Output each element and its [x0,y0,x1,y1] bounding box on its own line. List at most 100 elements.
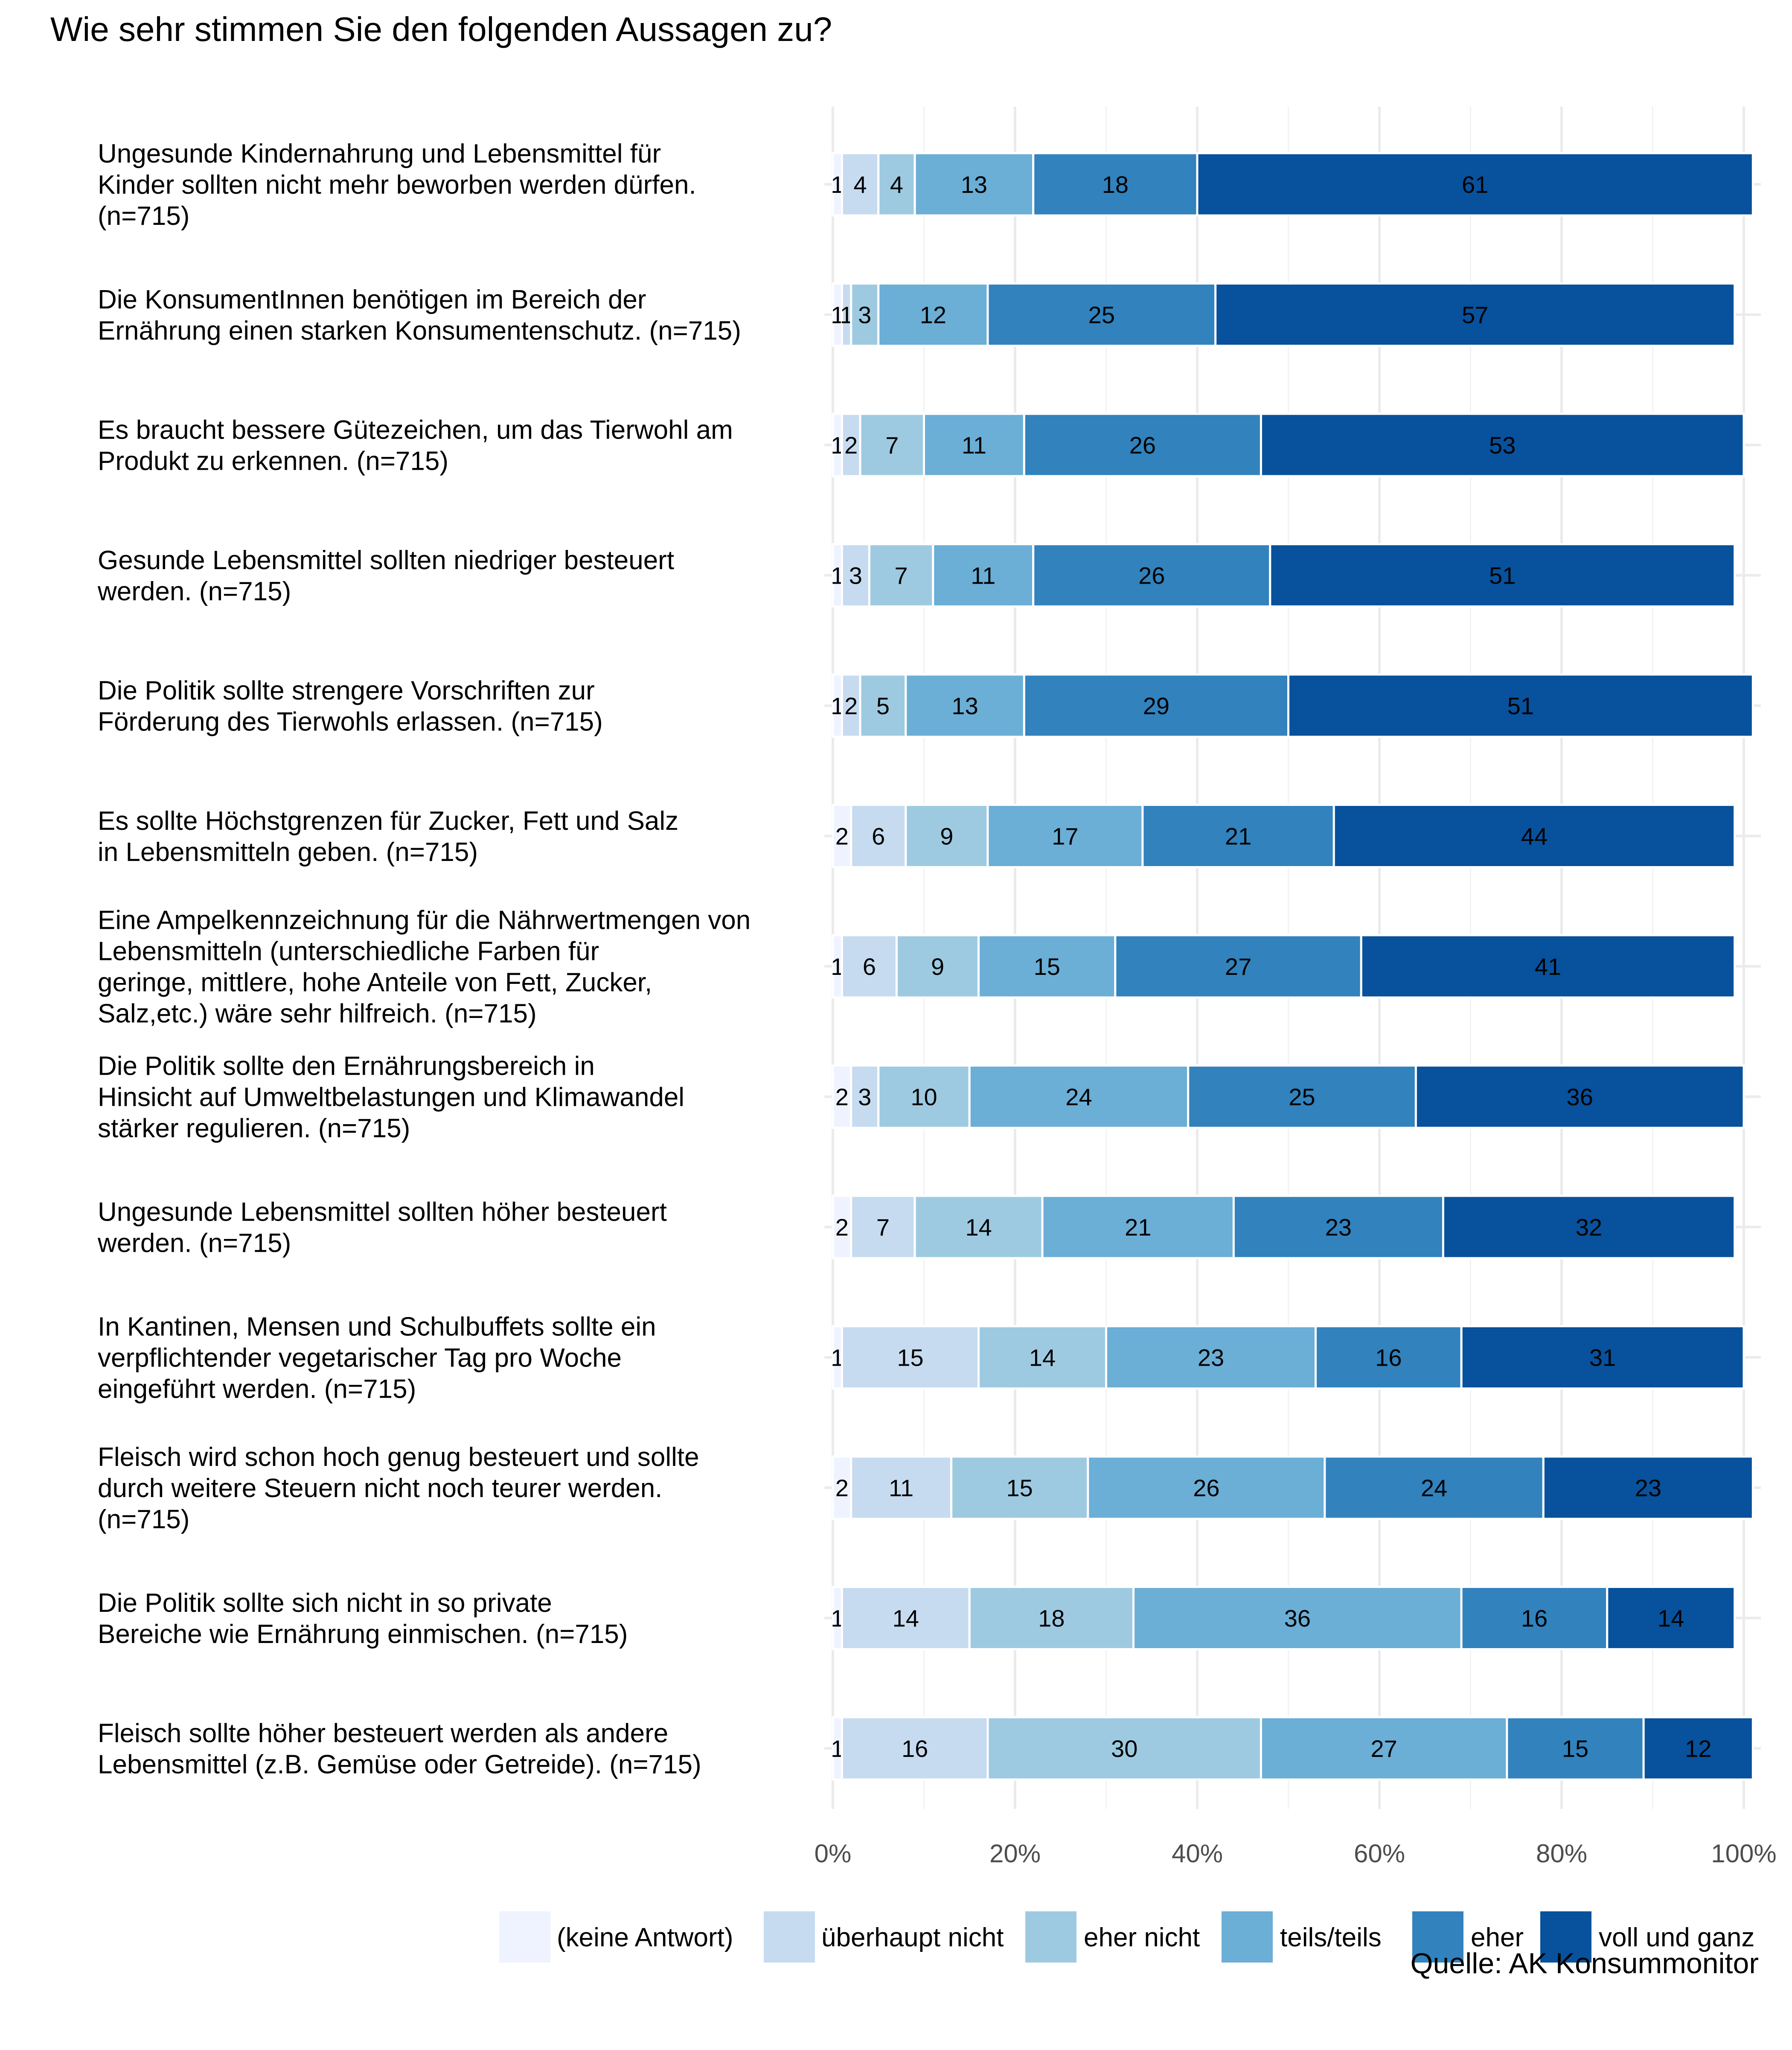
category-label: In Kantinen, Mensen und Schulbuffets sol… [98,1312,656,1404]
data-label: 31 [1589,1344,1616,1371]
category-label-line: Fleisch wird schon hoch genug besteuert … [98,1442,699,1472]
data-label: 36 [1284,1605,1311,1632]
data-label: 17 [1052,823,1078,850]
category-label-line: werden. (n=715) [97,1229,291,1258]
category-label-line: Bereiche wie Ernährung einmischen. (n=71… [98,1620,628,1649]
legend-swatch [1222,1911,1273,1963]
category-label-line: Es sollte Höchstgrenzen für Zucker, Fett… [98,806,678,836]
data-label: 11 [971,562,995,589]
data-label: 6 [872,823,885,850]
bar-segment [1032,543,1271,608]
data-label: 18 [1038,1605,1065,1632]
bar-segment [913,152,1035,217]
data-label: 7 [895,562,908,589]
data-label: 26 [1129,432,1156,459]
category-label-line: (n=715) [98,201,189,231]
bar-segment [986,282,1217,347]
bar-segment [1032,152,1199,217]
data-label: 57 [1462,302,1488,329]
data-label: 13 [951,692,978,719]
bar-segment [841,1716,989,1781]
category-labels: Ungesunde Kindernahrung und Lebensmittel… [97,139,751,1780]
category-label: Die Politik sollte sich nicht in so priv… [98,1588,628,1649]
data-label: 2 [835,1474,849,1501]
bar-segment [859,673,907,738]
bar-segment [1023,413,1262,477]
data-label: 18 [1102,171,1129,198]
category-label: Ungesunde Lebensmittel sollten höher bes… [97,1198,667,1258]
category-label-line: werden. (n=715) [97,577,291,606]
data-label: 26 [1193,1474,1219,1501]
data-label: 15 [1562,1735,1588,1762]
bar-segment [1023,673,1290,738]
bar-segment [877,282,989,347]
data-label: 32 [1576,1214,1602,1241]
data-label: 16 [1521,1605,1548,1632]
bar-segment [850,1064,880,1129]
category-label-line: Ungesunde Lebensmittel sollten höher bes… [98,1198,667,1227]
data-label: 11 [889,1474,913,1501]
bar-segment [1442,1195,1736,1259]
data-label: 14 [965,1214,992,1241]
bar-segment [1196,152,1754,217]
data-label: 2 [835,823,849,850]
bar-segment [832,1064,852,1129]
category-label: Fleisch wird schon hoch genug besteuert … [98,1442,699,1534]
bar-segment [1087,1455,1326,1520]
bar-segment [968,1586,1135,1650]
data-label: 15 [1007,1474,1033,1501]
bar-segment [1642,1716,1754,1781]
bar-segment [1260,1716,1508,1781]
category-label: Die Politik sollte den Ernährungsbereich… [98,1052,684,1143]
data-label: 2 [844,432,858,459]
category-label: Die KonsumentInnen benötigen im Bereich … [98,285,741,346]
data-label: 25 [1088,302,1115,329]
legend-swatch [1412,1911,1463,1963]
data-label: 15 [897,1344,923,1371]
legend-label: teils/teils [1280,1923,1382,1952]
category-label: Gesunde Lebensmittel sollten niedriger b… [97,546,674,606]
data-label: 61 [1462,171,1488,198]
data-label: 51 [1489,562,1516,589]
data-label: 7 [876,1214,890,1241]
data-label: 25 [1289,1084,1315,1111]
data-label: 30 [1111,1735,1137,1762]
data-label: 2 [844,692,858,719]
data-label: 15 [1034,953,1060,980]
legend-item: eher [1412,1911,1524,1963]
data-label: 13 [961,171,987,198]
bar-segment [841,1325,980,1390]
bar-segment [977,1325,1108,1390]
legend-swatch [1025,1911,1076,1963]
x-axis: 0% 20% 40% 60% 80% 100% [815,1839,1777,1868]
data-label: 9 [931,953,944,980]
bar-segment [895,934,980,999]
category-label-line: Die Politik sollte strengere Vorschrifte… [98,676,595,706]
bar-segment [1214,282,1736,347]
category-label: Es braucht bessere Gütezeichen, um das T… [98,416,733,476]
bar-segment [1460,1325,1745,1390]
category-label: Eine Ampelkennzeichnung für die Nährwert… [98,906,751,1029]
bar-segment [1187,1064,1417,1129]
bar-segment [1114,934,1362,999]
category-label: Es sollte Höchstgrenzen für Zucker, Fett… [98,806,678,867]
data-label: 23 [1325,1214,1352,1241]
category-label-line: stärker regulieren. (n=715) [98,1114,410,1143]
x-tick-label: 0% [815,1839,852,1868]
data-label: 14 [1658,1605,1684,1632]
bar-segment [1132,1586,1463,1650]
bar-segment [850,1195,916,1259]
category-label-line: Die Politik sollte sich nicht in so priv… [98,1588,552,1618]
legend-swatch [499,1911,550,1963]
data-label: 7 [885,432,899,459]
legend: (keine Antwort) überhaupt nicht eher nicht… [499,1911,1754,1963]
data-label: 23 [1635,1474,1661,1501]
legend-label: voll und ganz [1599,1923,1754,1952]
category-label: Die Politik sollte strengere Vorschrifte… [98,676,603,737]
data-label: 27 [1225,953,1251,980]
bar-segment [1315,1325,1463,1390]
bar-segment [832,1455,852,1520]
data-label: 53 [1489,432,1516,459]
